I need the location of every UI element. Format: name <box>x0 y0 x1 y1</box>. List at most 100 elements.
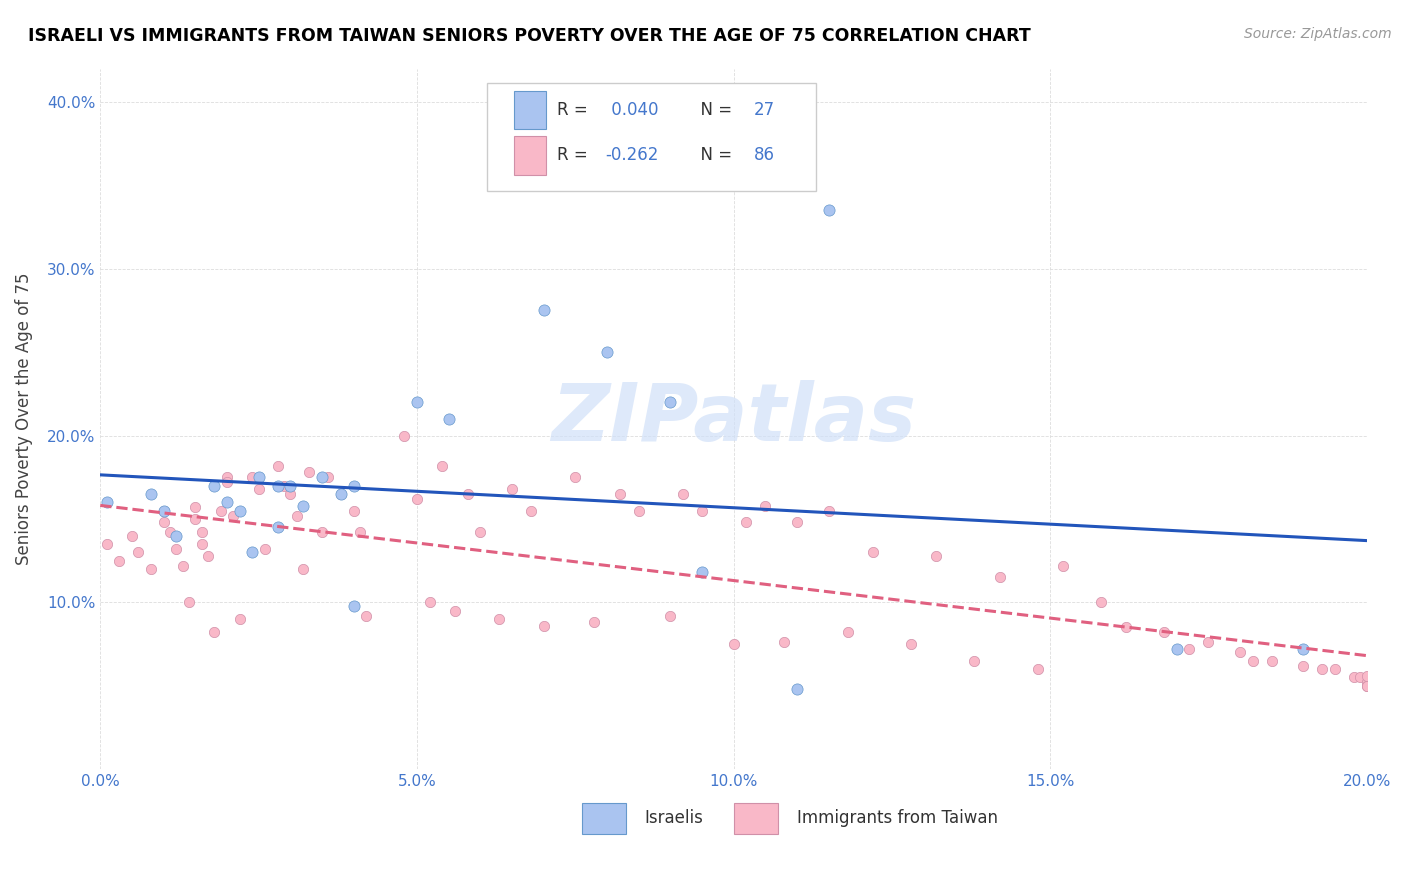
Point <box>1090 595 1112 609</box>
Point <box>1355 679 1378 693</box>
Text: R =: R = <box>558 101 593 119</box>
Point <box>349 525 371 540</box>
Point <box>184 500 207 515</box>
Point <box>1241 654 1264 668</box>
Point <box>291 499 314 513</box>
Point <box>311 525 333 540</box>
Point <box>444 604 467 618</box>
Point <box>406 395 429 409</box>
Point <box>862 545 884 559</box>
Point <box>1178 642 1201 657</box>
Point <box>247 482 270 496</box>
Point <box>202 478 225 492</box>
Point <box>659 395 682 409</box>
Bar <box>582 803 626 834</box>
Point <box>96 495 118 509</box>
Point <box>354 608 377 623</box>
Point <box>520 503 543 517</box>
Point <box>215 470 238 484</box>
Point <box>1153 625 1175 640</box>
Point <box>197 549 219 563</box>
Point <box>437 412 460 426</box>
Point <box>583 615 606 630</box>
Bar <box>734 803 778 834</box>
Point <box>1026 662 1049 676</box>
Point <box>240 470 263 484</box>
Point <box>152 503 174 517</box>
Point <box>222 508 245 523</box>
Point <box>228 612 250 626</box>
Point <box>266 520 288 534</box>
Point <box>1229 645 1251 659</box>
Point <box>1343 670 1365 684</box>
Point <box>786 516 808 530</box>
Point <box>190 525 212 540</box>
Point <box>253 541 276 556</box>
Point <box>298 465 321 479</box>
Text: Immigrants from Taiwan: Immigrants from Taiwan <box>797 809 998 827</box>
Point <box>690 503 713 517</box>
Text: 86: 86 <box>754 146 775 164</box>
Point <box>316 470 339 484</box>
Point <box>837 625 859 640</box>
Point <box>342 599 364 613</box>
Point <box>209 503 232 517</box>
Point <box>1198 635 1220 649</box>
Point <box>108 554 131 568</box>
Point <box>988 570 1011 584</box>
Point <box>1052 558 1074 573</box>
FancyBboxPatch shape <box>486 83 815 191</box>
Point <box>1292 658 1315 673</box>
Point <box>501 482 523 496</box>
Point <box>488 612 510 626</box>
Point <box>596 345 619 359</box>
Point <box>121 529 143 543</box>
Point <box>773 635 796 649</box>
Point <box>342 503 364 517</box>
Text: ZIPatlas: ZIPatlas <box>551 380 917 458</box>
Point <box>564 470 586 484</box>
Point <box>1115 620 1137 634</box>
Text: -0.262: -0.262 <box>606 146 659 164</box>
Point <box>1292 642 1315 657</box>
Point <box>152 516 174 530</box>
Point <box>735 516 758 530</box>
Point <box>311 470 333 484</box>
Text: R =: R = <box>558 146 593 164</box>
Point <box>754 499 776 513</box>
Point <box>278 478 301 492</box>
Point <box>273 478 295 492</box>
Text: 27: 27 <box>754 101 775 119</box>
Point <box>723 637 745 651</box>
Point <box>690 566 713 580</box>
Text: Source: ZipAtlas.com: Source: ZipAtlas.com <box>1244 27 1392 41</box>
Point <box>96 537 118 551</box>
Point <box>786 682 808 697</box>
Point <box>202 625 225 640</box>
Point <box>457 487 479 501</box>
Point <box>247 470 270 484</box>
Point <box>278 487 301 501</box>
Point <box>533 618 555 632</box>
Point <box>165 541 187 556</box>
Point <box>342 478 364 492</box>
Point <box>291 562 314 576</box>
Point <box>1324 662 1347 676</box>
Point <box>266 478 288 492</box>
Point <box>609 487 631 501</box>
Point <box>1350 670 1372 684</box>
Point <box>817 203 839 218</box>
Point <box>925 549 948 563</box>
Point <box>1261 654 1284 668</box>
Bar <box>515 91 546 129</box>
Point <box>172 558 194 573</box>
Point <box>139 562 162 576</box>
Point <box>215 495 238 509</box>
Point <box>406 491 429 506</box>
Text: ISRAELI VS IMMIGRANTS FROM TAIWAN SENIORS POVERTY OVER THE AGE OF 75 CORRELATION: ISRAELI VS IMMIGRANTS FROM TAIWAN SENIOR… <box>28 27 1031 45</box>
Point <box>659 608 682 623</box>
Y-axis label: Seniors Poverty Over the Age of 75: Seniors Poverty Over the Age of 75 <box>15 273 32 566</box>
Point <box>1355 679 1378 693</box>
Point <box>817 503 839 517</box>
Bar <box>515 136 546 175</box>
